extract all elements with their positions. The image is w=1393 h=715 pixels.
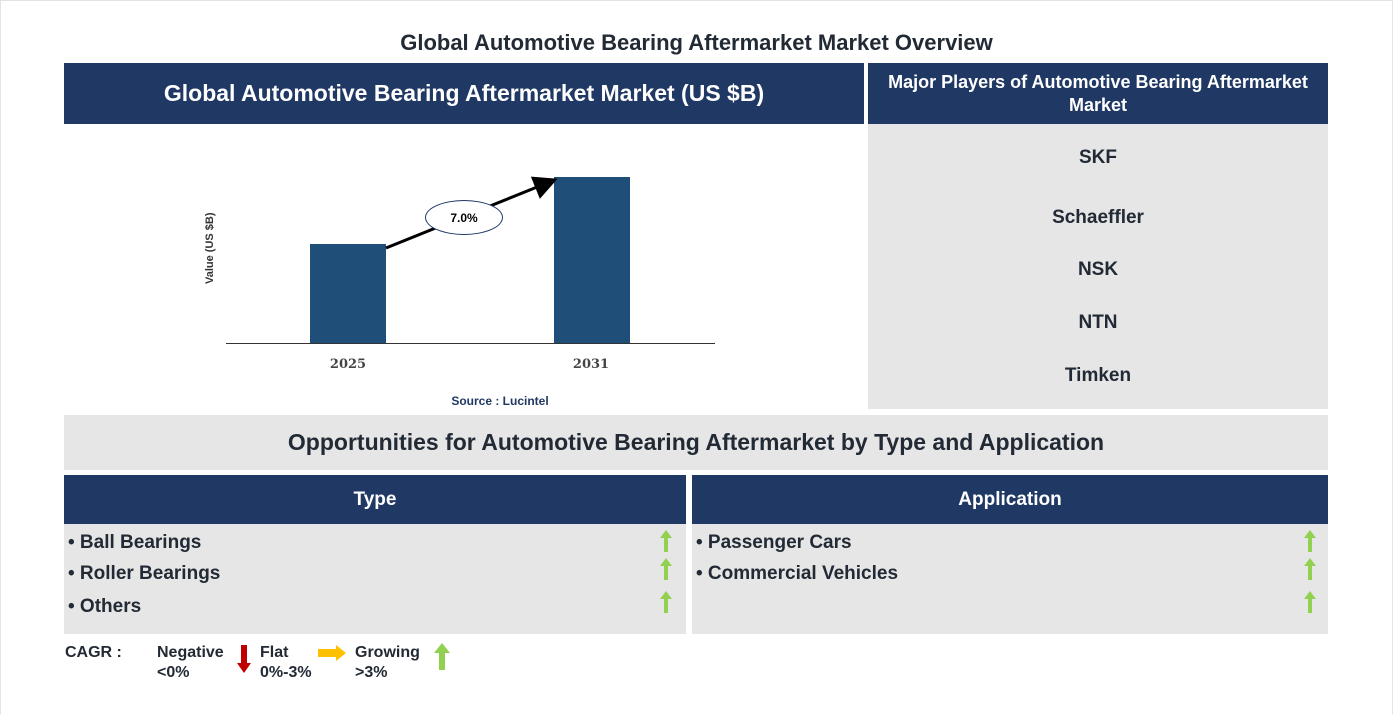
application-list: • Passenger Cars • Commercial Vehicles: [692, 524, 1328, 634]
growing-up-arrow-icon: [1304, 530, 1316, 552]
page-title: Global Automotive Bearing Aftermarket Ma…: [400, 30, 993, 55]
legend-flat: Flat 0%-3%: [260, 643, 312, 683]
application-column-heading: Application: [692, 475, 1328, 524]
source-note: Source : Lucintel: [451, 394, 549, 408]
cagr-trend-arrow-icon: [385, 176, 558, 250]
player-item: NSK: [1077, 259, 1119, 280]
bar-2031: [554, 177, 630, 344]
bar-2025: [310, 244, 386, 344]
type-column-heading: Type: [64, 475, 686, 524]
type-list: • Ball Bearings • Roller Bearings • Othe…: [64, 524, 686, 634]
application-item: • Commercial Vehicles: [696, 563, 899, 584]
growing-up-arrow-icon: [1304, 591, 1316, 613]
down-arrow-icon: [237, 645, 251, 673]
legend-growing-label: Growing: [355, 644, 420, 661]
legend-growing: Growing >3%: [355, 643, 420, 683]
application-item: • Passenger Cars: [696, 532, 852, 553]
player-item: Schaeffler: [1052, 207, 1144, 228]
legend-flat-range: 0%-3%: [260, 664, 312, 681]
players-list: SKF Schaeffler NSK NTN Timken: [868, 124, 1328, 409]
growing-up-arrow-icon: [660, 558, 672, 580]
legend-negative-label: Negative: [157, 644, 224, 661]
legend-negative-range: <0%: [157, 664, 190, 681]
legend-negative: Negative <0%: [157, 643, 224, 683]
growing-up-arrow-icon: [660, 530, 672, 552]
cagr-badge: 7.0%: [425, 200, 503, 235]
growing-up-arrow-icon: [660, 591, 672, 613]
type-item: • Others: [68, 596, 142, 617]
x-axis-line: [226, 343, 715, 344]
players-panel-heading: Major Players of Automotive Bearing Afte…: [868, 63, 1328, 124]
right-arrow-icon: [318, 645, 346, 661]
type-item: • Roller Bearings: [68, 563, 221, 584]
legend-flat-label: Flat: [260, 644, 289, 661]
chart-panel-heading: Global Automotive Bearing Aftermarket Ma…: [64, 63, 864, 124]
cagr-legend-label: CAGR :: [65, 644, 122, 661]
legend-growing-range: >3%: [355, 664, 388, 681]
player-item: NTN: [1078, 312, 1118, 333]
x-tick-2031: 2031: [572, 357, 610, 372]
opportunities-heading: Opportunities for Automotive Bearing Aft…: [64, 415, 1328, 470]
growing-up-arrow-icon: [1304, 558, 1316, 580]
type-item: • Ball Bearings: [68, 532, 202, 553]
player-item: SKF: [1079, 147, 1117, 168]
market-bar-chart: Value (US $B) 2025 2031 7.0% Source : Lu…: [64, 124, 864, 410]
x-tick-2025: 2025: [329, 357, 367, 372]
up-arrow-icon: [434, 643, 450, 670]
player-item: Timken: [1064, 365, 1132, 386]
